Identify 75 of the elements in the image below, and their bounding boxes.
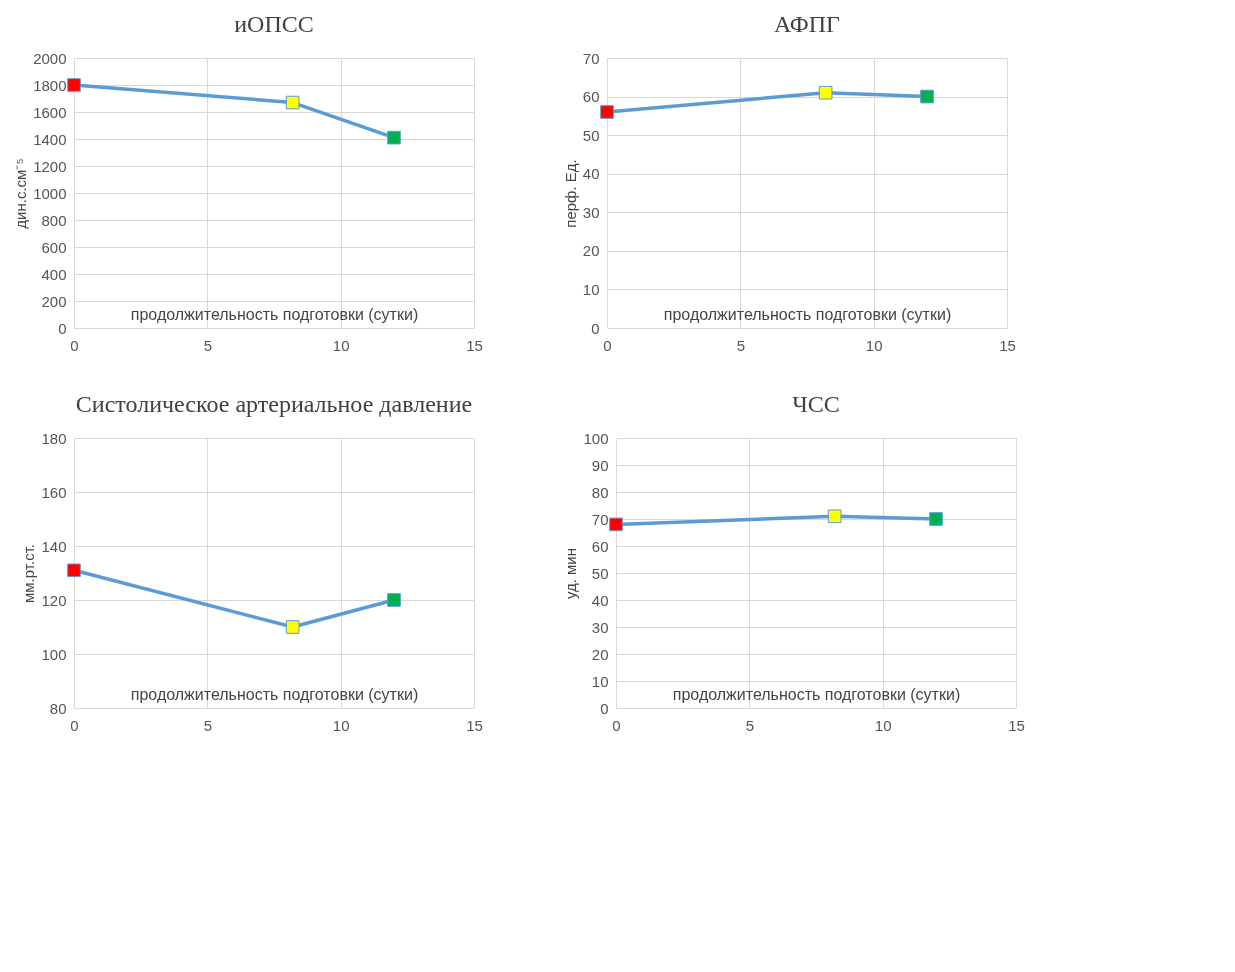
y-tick-label: 1800 (33, 76, 67, 94)
point (929, 512, 943, 526)
y-tick-label: 0 (58, 319, 67, 337)
y-axis-title: перф. Ед. (561, 159, 579, 228)
y-tick-label: 20 (591, 645, 609, 663)
y-axis-title: мм.рт.ст. (20, 543, 38, 604)
y-tick-label: 140 (41, 537, 67, 555)
y-tick-label: 2000 (33, 49, 67, 67)
point (600, 105, 614, 119)
y-tick-label: 1000 (33, 184, 67, 202)
point (387, 593, 401, 607)
y-tick-label: 20 (582, 242, 600, 260)
y-tick-label: 1600 (33, 103, 67, 121)
y-tick-label: 0 (600, 699, 609, 717)
x-axis-title: продолжительность подготовки (сутки) (663, 305, 952, 323)
x-tick-label: 15 (466, 336, 483, 354)
point (609, 517, 623, 532)
x-tick-label: 10 (332, 336, 350, 354)
point (827, 509, 842, 524)
y-tick-label: 1200 (33, 157, 67, 175)
y-tick-label: 100 (41, 645, 67, 663)
y-tick-label: 400 (41, 265, 67, 283)
y-tick-label: 80 (49, 699, 67, 717)
x-tick-label: 0 (70, 336, 79, 354)
x-tick-label: 15 (1008, 716, 1025, 734)
y-tick-label: 60 (582, 88, 600, 106)
x-tick-label: 5 (203, 716, 213, 734)
y-axis-title: дин.с.см⁻⁵ (12, 158, 30, 229)
y-tick-label: 800 (41, 211, 67, 229)
y-tick-label: 0 (591, 319, 600, 337)
point (387, 130, 401, 145)
x-tick-label: 15 (999, 336, 1016, 354)
y-tick-label: 180 (41, 429, 67, 447)
y-tick-label: 100 (583, 429, 609, 447)
y-tick-label: 200 (41, 292, 67, 310)
x-tick-label: 10 (865, 336, 883, 354)
y-tick-label: 120 (41, 591, 67, 609)
y-tick-label: 70 (582, 49, 600, 67)
y-tick-label: 90 (591, 456, 609, 474)
y-tick-label: 50 (582, 126, 600, 144)
chart-title: Систолическое артериальное давление (75, 391, 473, 417)
y-tick-label: 1400 (33, 130, 67, 148)
point (285, 620, 300, 634)
y-tick-label: 600 (41, 238, 67, 256)
y-tick-label: 70 (591, 510, 609, 528)
y-tick-label: 10 (591, 672, 609, 690)
x-tick-label: 5 (736, 336, 746, 354)
y-tick-label: 10 (582, 280, 600, 298)
x-tick-label: 15 (466, 716, 483, 734)
y-tick-label: 40 (582, 165, 600, 183)
point (818, 85, 833, 100)
chart-title: ЧСС (792, 391, 840, 417)
chart-title: иОПСС (234, 11, 314, 37)
y-tick-label: 40 (591, 591, 609, 609)
x-axis-title: продолжительность подготовки (сутки) (130, 685, 419, 703)
point (285, 95, 300, 110)
y-tick-label: 30 (591, 618, 609, 636)
x-axis-title: продолжительность подготовки (сутки) (130, 305, 419, 323)
x-tick-label: 0 (612, 716, 621, 734)
point (920, 89, 934, 104)
chart-title: АФПГ (774, 11, 841, 37)
y-tick-label: 50 (591, 564, 609, 582)
x-tick-label: 10 (874, 716, 892, 734)
x-axis-title: продолжительность подготовки (сутки) (672, 685, 961, 703)
y-tick-label: 160 (41, 483, 67, 501)
x-tick-label: 10 (332, 716, 350, 734)
y-tick-label: 60 (591, 537, 609, 555)
y-tick-label: 30 (582, 203, 600, 221)
point (67, 563, 81, 578)
x-tick-label: 0 (70, 716, 79, 734)
y-tick-label: 80 (591, 483, 609, 501)
x-tick-label: 5 (745, 716, 755, 734)
x-tick-label: 5 (203, 336, 213, 354)
point (67, 78, 81, 92)
y-axis-title: уд. мин (562, 547, 580, 600)
